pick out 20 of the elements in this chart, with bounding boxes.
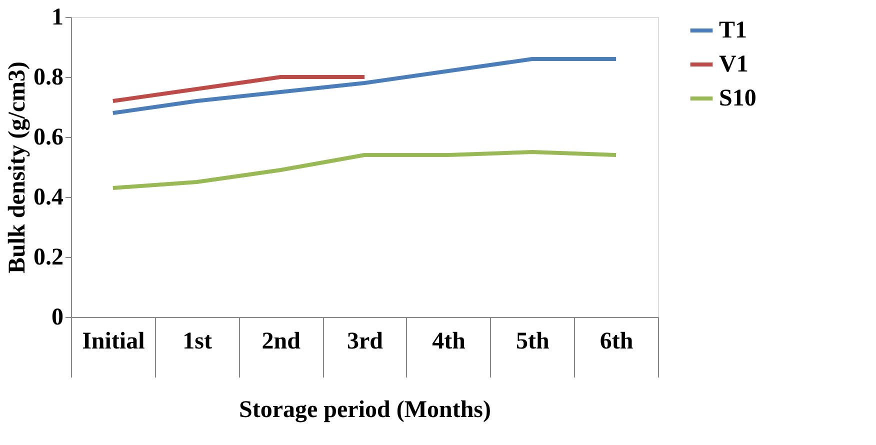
y-tick-label: 0.4 bbox=[34, 184, 64, 210]
y-tick-label: 0 bbox=[52, 304, 64, 330]
x-tick-label: 3rd bbox=[347, 328, 384, 354]
x-tick-label: 2nd bbox=[262, 328, 302, 354]
y-tick-label: 1 bbox=[52, 4, 64, 30]
y-tick-label: 0.6 bbox=[34, 124, 64, 150]
y-axis-title: Bulk density (g/cm3) bbox=[4, 61, 30, 274]
y-tick-label: 0.8 bbox=[34, 64, 64, 90]
line-series bbox=[110, 150, 618, 190]
x-axis-title: Storage period (Months) bbox=[239, 397, 491, 423]
legend-label: S10 bbox=[719, 86, 756, 112]
legend-label: V1 bbox=[719, 52, 748, 78]
x-tick-label: 1st bbox=[182, 328, 212, 354]
x-tick-label: 4th bbox=[432, 328, 466, 354]
x-tick-label: Initial bbox=[82, 328, 146, 354]
x-tick-label: 6th bbox=[600, 328, 634, 354]
line-series bbox=[110, 57, 618, 115]
y-tick-label: 0.2 bbox=[34, 244, 64, 270]
x-tick-label: 5th bbox=[516, 328, 550, 354]
legend-label: T1 bbox=[719, 18, 748, 44]
